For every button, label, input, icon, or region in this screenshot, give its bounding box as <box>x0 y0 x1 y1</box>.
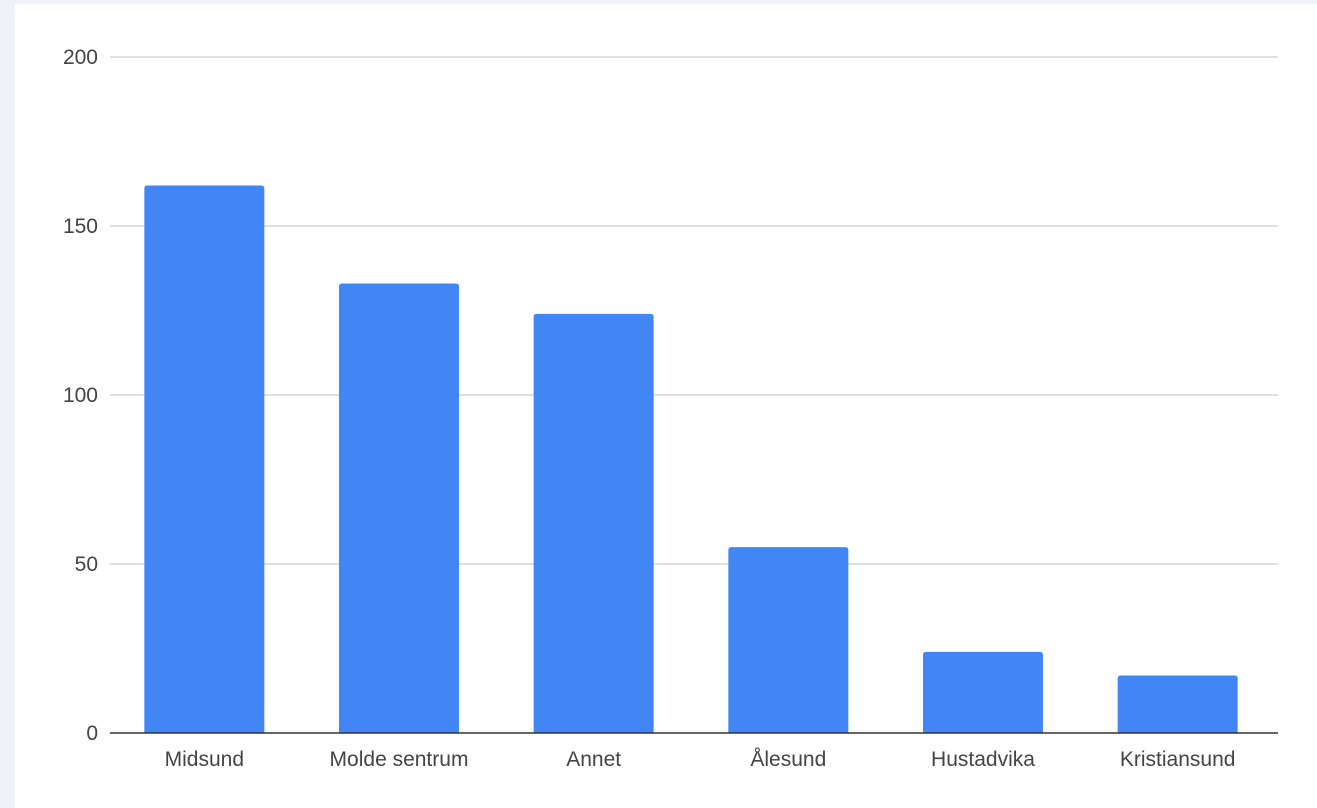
y-tick-label: 200 <box>63 46 98 69</box>
bar-molde-sentrum <box>339 283 459 733</box>
x-axis-labels: Midsund Molde sentrum Annet Ålesund Hustadvi… <box>165 748 1236 771</box>
bar-ålesund <box>728 547 849 733</box>
y-tick-label: 0 <box>86 722 98 745</box>
x-category-label: Kristiansund <box>1120 748 1236 771</box>
x-category-label: Ålesund <box>750 748 826 771</box>
bar-chart: 0 50 100 150 200 Midsund Molde sentrum Annet Ål… <box>63 46 1278 771</box>
bars <box>144 185 1238 733</box>
y-tick-label: 50 <box>75 553 98 576</box>
chart-card: 0 50 100 150 200 Midsund Molde sentrum Annet Ål… <box>15 4 1317 808</box>
bar-midsund <box>144 185 265 733</box>
y-tick-label: 100 <box>63 384 98 407</box>
x-category-label: Hustadvika <box>931 748 1035 771</box>
bar-hustadvika <box>923 651 1043 733</box>
bar-kristiansund <box>1117 675 1238 733</box>
bar-annet <box>533 313 654 733</box>
x-category-label: Molde sentrum <box>330 748 469 771</box>
x-category-label: Midsund <box>165 748 244 771</box>
y-tick-label: 150 <box>63 215 98 238</box>
x-category-label: Annet <box>566 748 621 771</box>
gridlines <box>110 56 1278 565</box>
y-axis-ticks: 0 50 100 150 200 <box>63 46 98 745</box>
